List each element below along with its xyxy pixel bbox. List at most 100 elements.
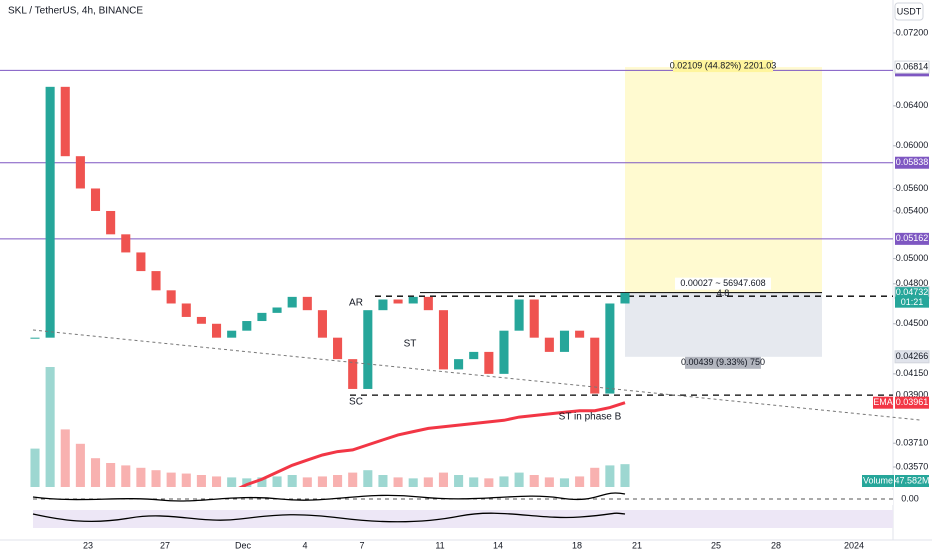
volume-value: 47.582M <box>894 475 929 485</box>
annotation: ST <box>404 339 417 350</box>
volume-bar <box>514 472 524 487</box>
volume-bar <box>196 475 206 487</box>
target-zone <box>625 67 822 293</box>
volume-bar <box>90 458 101 487</box>
price-label: 0.04732 <box>896 287 929 297</box>
level-badge <box>895 156 929 169</box>
ema-value-bg <box>895 396 929 409</box>
x-tick-label: 28 <box>771 540 781 550</box>
annotation: SC <box>349 397 363 408</box>
volume-bar <box>348 472 358 487</box>
stop-text: 0.00439 (9.33%) 750 <box>681 357 765 367</box>
y-tick-label: 0.06000 <box>896 140 929 150</box>
volume-bar <box>363 470 373 487</box>
candle <box>469 351 479 360</box>
volume-bar <box>212 476 222 487</box>
x-tick-label: 21 <box>632 540 642 550</box>
x-tick-label: 18 <box>572 540 582 550</box>
candle <box>454 359 464 370</box>
volume-bar <box>151 470 161 487</box>
level-label: 0.05162 <box>896 233 929 243</box>
y-tick-label: 0.04800 <box>896 278 929 288</box>
y-tick-label: 0.07200 <box>896 27 929 37</box>
candle <box>166 290 176 304</box>
volume-bar <box>559 478 570 487</box>
volume-bar <box>423 477 433 487</box>
candle <box>287 296 297 308</box>
volume-label: Volume <box>863 475 893 485</box>
volume-bar <box>136 467 146 487</box>
ema-badge <box>873 396 893 409</box>
candle <box>90 188 101 211</box>
candle <box>559 330 570 352</box>
volume-bar <box>272 476 282 487</box>
volume-bar <box>181 473 191 487</box>
volume-bar <box>575 476 585 487</box>
y-tick-label: 0.05000 <box>896 253 929 263</box>
candle <box>363 310 373 389</box>
volume-bar <box>45 367 55 487</box>
x-tick-label: 23 <box>83 540 93 550</box>
candle <box>45 86 55 338</box>
currency-button[interactable] <box>894 2 924 21</box>
x-tick-label: 11 <box>435 540 444 550</box>
countdown: 01:21 <box>901 297 924 307</box>
y-tick-label: 0.06400 <box>896 100 929 110</box>
target-text-bg <box>673 60 773 73</box>
volume-bar <box>287 475 297 487</box>
plot-area <box>0 67 893 487</box>
volume-bar <box>317 476 327 487</box>
volume-bar <box>529 475 539 487</box>
volume-bar <box>333 475 343 487</box>
candle <box>393 299 403 304</box>
volume-bar <box>605 465 615 487</box>
countdown-bg <box>895 296 929 308</box>
support-label: 0.03900 <box>896 389 929 399</box>
ema-value: 0.03961 <box>896 397 929 407</box>
y-tick-label: 0.03570 <box>896 461 929 471</box>
candle <box>575 330 585 338</box>
volume-bar <box>620 464 630 487</box>
candle <box>196 316 206 324</box>
entry-text: 0.00027 ~ 56947.608 <box>680 278 765 288</box>
candle <box>544 337 554 352</box>
volume-bar <box>121 465 131 487</box>
ratio-text: 4.8 <box>717 288 730 298</box>
volume-bar <box>227 477 237 487</box>
y-tick-label: 0.05600 <box>896 183 929 193</box>
candle <box>484 351 494 374</box>
stop-text-bg <box>685 356 761 369</box>
x-tick-label: 4 <box>302 540 307 550</box>
volume-bar <box>393 477 403 487</box>
candle <box>348 359 358 389</box>
y-tick-label: 0.04500 <box>896 318 929 328</box>
volume-bar <box>30 448 40 487</box>
candle <box>378 299 388 311</box>
volume-bar <box>75 443 85 487</box>
candle <box>212 323 222 338</box>
symbol-title: SKL / TetherUS, 4h, BINANCE <box>8 6 143 17</box>
volume-bar <box>60 429 70 487</box>
volume-bar <box>484 478 494 487</box>
entry-text-bg <box>675 277 771 290</box>
level-badge <box>895 232 929 245</box>
currency-label: USDT <box>897 6 922 16</box>
volume-bar <box>499 476 509 487</box>
candle <box>121 234 131 253</box>
target-text: 0.02109 (44.82%) 2201.03 <box>670 60 777 70</box>
candle <box>408 296 418 304</box>
candle <box>242 321 252 331</box>
x-tick-label: 2024 <box>844 540 864 550</box>
candle <box>136 252 146 272</box>
volume-badge <box>862 475 894 487</box>
candle <box>590 337 600 394</box>
candle <box>423 296 433 311</box>
oscillator-pane <box>0 490 893 505</box>
candle <box>227 330 237 338</box>
y-tick-label: 0.03710 <box>896 438 929 448</box>
volume-bar <box>302 477 312 487</box>
x-tick-label: 25 <box>711 540 721 550</box>
candle <box>605 303 615 394</box>
ema-line <box>238 401 626 487</box>
volume-bar <box>469 477 479 487</box>
